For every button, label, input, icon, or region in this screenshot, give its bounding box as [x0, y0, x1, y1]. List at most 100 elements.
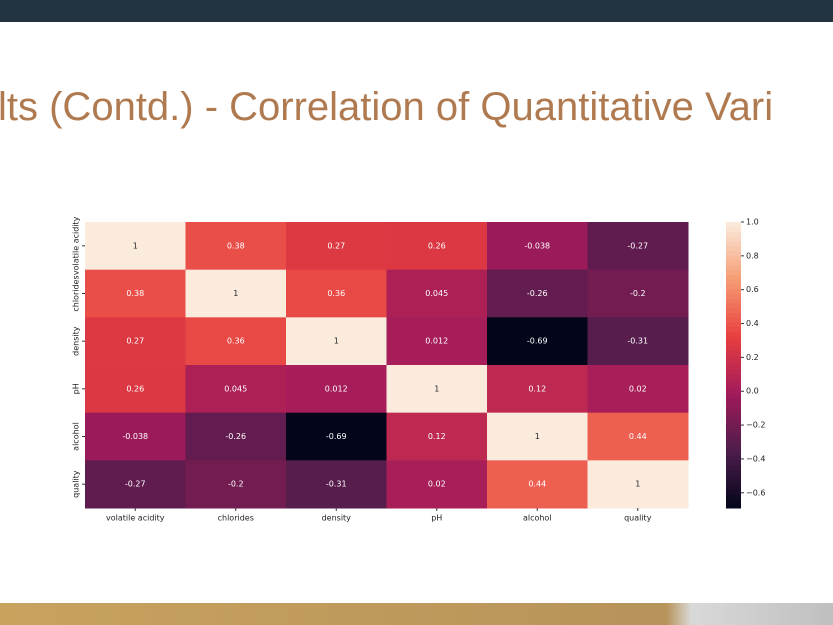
colorbar-step — [726, 255, 741, 261]
cell-label: 0.27 — [126, 337, 144, 346]
cell-label: -0.31 — [326, 480, 347, 489]
cell-label: 0.045 — [425, 289, 448, 298]
cell-label: 0.44 — [528, 480, 546, 489]
y-tick-label: pH — [72, 383, 81, 394]
cell-label: 0.012 — [325, 384, 348, 393]
heatmap-cell — [487, 317, 588, 366]
heatmap-cell — [85, 365, 186, 414]
cell-label: 1 — [434, 384, 439, 393]
heatmap-cell — [185, 222, 287, 271]
heatmap-cell — [185, 317, 287, 366]
heatmap-cell — [487, 460, 588, 509]
heatmap-cell — [85, 269, 186, 318]
heatmap-cell — [587, 460, 689, 509]
colorbar-step — [726, 274, 741, 280]
heatmap-cell — [386, 412, 488, 461]
cell-label: 0.12 — [428, 432, 446, 441]
colorbar-step — [726, 260, 741, 266]
heatmap-cell — [386, 365, 488, 414]
heatmap-cell — [386, 460, 488, 509]
colorbar-step — [726, 379, 741, 385]
cell-label: -0.26 — [527, 289, 548, 298]
heatmap-cell — [85, 317, 186, 366]
colorbar-step — [726, 322, 741, 328]
x-tick-label: chlorides — [218, 514, 254, 523]
colorbar-step — [726, 393, 741, 399]
colorbar-step — [726, 417, 741, 423]
heatmap-cell — [185, 412, 287, 461]
x-tick-label: quality — [624, 514, 652, 523]
colorbar-step — [726, 398, 741, 404]
cell-label: -0.2 — [228, 480, 244, 489]
colorbar-step — [726, 498, 741, 504]
cell-label: -0.2 — [630, 289, 646, 298]
cell-label: -0.69 — [326, 432, 347, 441]
heatmap-cell — [85, 460, 186, 509]
colorbar-step — [726, 488, 741, 495]
heatmap-cell — [185, 365, 287, 414]
heatmap-cell — [587, 222, 689, 271]
bottom-band — [0, 603, 833, 625]
heatmap-cell — [286, 269, 387, 318]
colorbar-step — [726, 250, 741, 256]
colorbar-step — [726, 345, 741, 352]
y-tick-label: quality — [72, 470, 81, 498]
colorbar-step — [726, 441, 741, 447]
colorbar-step — [726, 312, 741, 318]
colorbar-step — [726, 269, 741, 275]
colorbar-step — [726, 422, 741, 428]
colorbar-tick-label: −0.4 — [746, 454, 765, 463]
colorbar-step — [726, 326, 741, 333]
heatmap-cell — [587, 317, 689, 366]
heatmap-cell — [587, 365, 689, 414]
colorbar-step — [726, 484, 741, 490]
colorbar-step — [726, 479, 741, 485]
cell-label: 0.36 — [327, 289, 345, 298]
heatmap-cell — [386, 317, 488, 366]
colorbar-step — [726, 374, 741, 380]
heatmap-cell — [487, 412, 588, 461]
heatmap-cell — [286, 222, 387, 271]
cell-label: 1 — [334, 337, 339, 346]
colorbar-step — [726, 469, 741, 476]
cell-label: 0.26 — [126, 384, 144, 393]
y-tick-label: volatile acidity — [72, 216, 81, 275]
colorbar-tick-label: 0.0 — [746, 387, 759, 396]
heatmap-cell — [487, 269, 588, 318]
colorbar-step — [726, 450, 741, 457]
y-tick-label: chlorides — [72, 275, 81, 311]
cell-label: 0.12 — [528, 384, 546, 393]
colorbar-tick-label: 0.4 — [746, 319, 759, 328]
colorbar-step — [726, 288, 741, 294]
colorbar-step — [726, 264, 741, 271]
x-tick-label: volatile acidity — [106, 514, 165, 523]
colorbar-step — [726, 341, 741, 347]
x-tick-label: density — [322, 514, 352, 523]
colorbar-step — [726, 298, 741, 304]
cell-label: 0.38 — [126, 289, 144, 298]
cell-label: -0.038 — [122, 432, 148, 441]
colorbar-step — [726, 460, 741, 466]
cell-label: 1 — [133, 241, 138, 250]
colorbar-step — [726, 388, 741, 395]
cell-label: 1 — [535, 432, 540, 441]
heatmap-cell — [85, 222, 186, 271]
cell-label: 0.36 — [227, 337, 245, 346]
colorbar-step — [726, 331, 741, 337]
cell-label: -0.31 — [627, 337, 648, 346]
cell-label: -0.69 — [527, 337, 548, 346]
colorbar-step — [726, 355, 741, 361]
colorbar-step — [726, 283, 741, 290]
heatmap-cell — [85, 412, 186, 461]
colorbar-step — [726, 455, 741, 461]
colorbar-step — [726, 360, 741, 366]
cell-label: 1 — [233, 289, 238, 298]
colorbar-step — [726, 350, 741, 356]
x-tick-label: alcohol — [523, 514, 552, 523]
colorbar-tick-label: 0.2 — [746, 353, 759, 362]
cell-label: 0.26 — [428, 241, 446, 250]
colorbar-step — [726, 241, 741, 247]
heatmap-cell — [286, 460, 387, 509]
x-tick-label: pH — [431, 514, 442, 523]
